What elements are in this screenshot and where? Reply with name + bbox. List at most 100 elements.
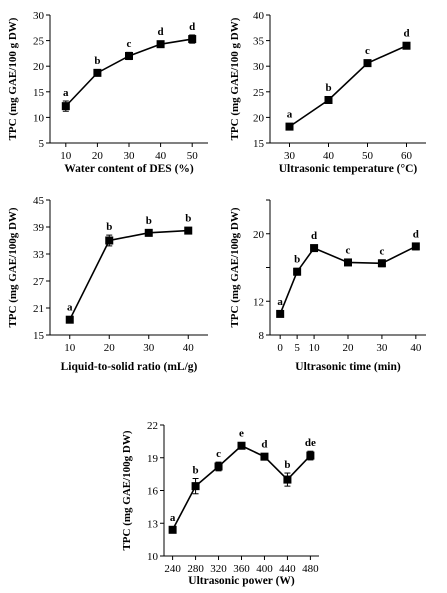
significance-label: e — [239, 428, 244, 440]
y-tick-label: 20 — [33, 61, 45, 73]
y-axis-title: TPC (mg GAE/100g DW) — [121, 430, 133, 550]
y-tick-label: 21 — [33, 303, 44, 315]
x-tick-label: 240 — [164, 563, 181, 575]
x-tick-label: 400 — [256, 563, 273, 575]
data-point — [276, 309, 285, 318]
y-tick-label: 25 — [253, 87, 265, 99]
data-point — [237, 441, 246, 450]
x-tick-label: 20 — [104, 342, 116, 354]
data-point — [61, 102, 70, 111]
data-point — [156, 40, 165, 49]
y-tick-label: 22 — [147, 420, 158, 432]
y-axis-title: TPC (mg GAE/100 g DW) — [7, 17, 19, 140]
data-point — [191, 482, 200, 491]
x-tick-label: 320 — [210, 563, 227, 575]
significance-label: b — [94, 55, 100, 67]
y-tick-label: 20 — [253, 112, 265, 124]
significance-label: b — [325, 82, 331, 94]
y-tick-label: 30 — [253, 61, 265, 73]
y-tick-label: 16 — [147, 486, 159, 498]
x-tick-label: 40 — [183, 342, 195, 354]
x-tick-label: 20 — [343, 342, 355, 354]
y-tick-label: 39 — [33, 222, 45, 234]
x-tick-label: 30 — [284, 150, 296, 162]
y-axis-title: TPC (mg GAE/100 g DW) — [229, 17, 241, 140]
y-tick-label: 10 — [147, 551, 159, 563]
y-axis-title: TPC (mg GAE/100g DW) — [229, 207, 241, 327]
significance-label: a — [63, 87, 69, 99]
y-tick-label: 33 — [33, 249, 45, 261]
x-tick-label: 40 — [410, 342, 422, 354]
significance-label: b — [106, 221, 112, 233]
data-point — [306, 451, 315, 460]
data-point — [324, 95, 333, 104]
y-axis-title: TPC (mg GAE/100g DW) — [7, 207, 19, 327]
data-point — [65, 315, 74, 324]
data-point — [377, 259, 386, 268]
x-tick-label: 20 — [92, 150, 104, 162]
chart-panel-5: 10 13 16 19 22 240 280 320 360 400 440 480 Ultrasoni… — [121, 420, 319, 587]
significance-label: a — [67, 302, 73, 314]
significance-label: a — [170, 512, 176, 524]
significance-label: d — [311, 230, 317, 242]
data-point — [363, 59, 372, 68]
x-axis-title: Ultrasonic temperature (°C) — [279, 163, 418, 175]
x-tick-label: 10 — [60, 150, 72, 162]
x-tick-label: 30 — [376, 342, 388, 354]
series-line — [69, 229, 189, 321]
x-tick-label: 0 — [277, 342, 283, 354]
significance-label: de — [305, 437, 316, 449]
data-point — [310, 244, 319, 253]
y-tick-label: 20 — [253, 229, 265, 241]
y-tick-label: 12 — [253, 296, 264, 308]
significance-label: c — [379, 245, 384, 257]
significance-label: c — [216, 448, 221, 460]
y-tick-label: 30 — [33, 10, 45, 22]
x-tick-label: 60 — [401, 150, 413, 162]
series-line — [279, 245, 417, 315]
y-tick-label: 5 — [39, 138, 45, 150]
significance-label: a — [287, 109, 293, 121]
significance-label: b — [284, 459, 290, 471]
significance-label: b — [193, 464, 199, 476]
x-axis-title: Liquid-to-solid ratio (mL/g) — [61, 361, 198, 373]
x-tick-label: 50 — [362, 150, 374, 162]
significance-label: d — [261, 439, 267, 451]
data-point — [214, 462, 223, 471]
data-point — [144, 228, 153, 237]
x-tick-label: 440 — [279, 563, 296, 575]
significance-label: c — [365, 45, 370, 57]
data-point — [411, 242, 420, 251]
y-tick-label: 25 — [33, 36, 45, 48]
significance-label: d — [403, 28, 409, 40]
y-tick-label: 15 — [253, 138, 265, 150]
data-point — [344, 258, 352, 267]
significance-label: c — [127, 38, 132, 50]
x-axis-title: Water content of DES (%) — [64, 163, 194, 175]
y-tick-label: 8 — [259, 330, 265, 342]
chart-panel-3: 15 21 27 33 39 45 10 20 30 40 Liquid-to-solid rati… — [7, 195, 208, 373]
x-tick-label: 30 — [124, 150, 136, 162]
y-tick-label: 27 — [33, 276, 45, 288]
data-point — [285, 122, 294, 131]
y-tick-label: 15 — [33, 330, 45, 342]
x-tick-label: 10 — [64, 342, 76, 354]
significance-label: b — [185, 213, 191, 225]
y-tick-label: 15 — [33, 87, 45, 99]
data-point — [184, 226, 193, 235]
x-axis-title: Ultrasonic power (W) — [188, 575, 295, 587]
data-point — [188, 35, 197, 44]
significance-label: b — [294, 254, 300, 266]
x-tick-label: 10 — [309, 342, 321, 354]
x-tick-label: 40 — [155, 150, 167, 162]
data-point — [105, 236, 114, 245]
significance-label: d — [158, 26, 164, 38]
y-tick-label: 19 — [147, 453, 159, 465]
data-point — [168, 525, 177, 534]
chart-panel-4: 8 12 20 0 5 10 20 30 40 Ultrasonic time (min) TPC … — [229, 199, 426, 373]
data-point — [125, 51, 133, 60]
data-point — [260, 452, 269, 461]
